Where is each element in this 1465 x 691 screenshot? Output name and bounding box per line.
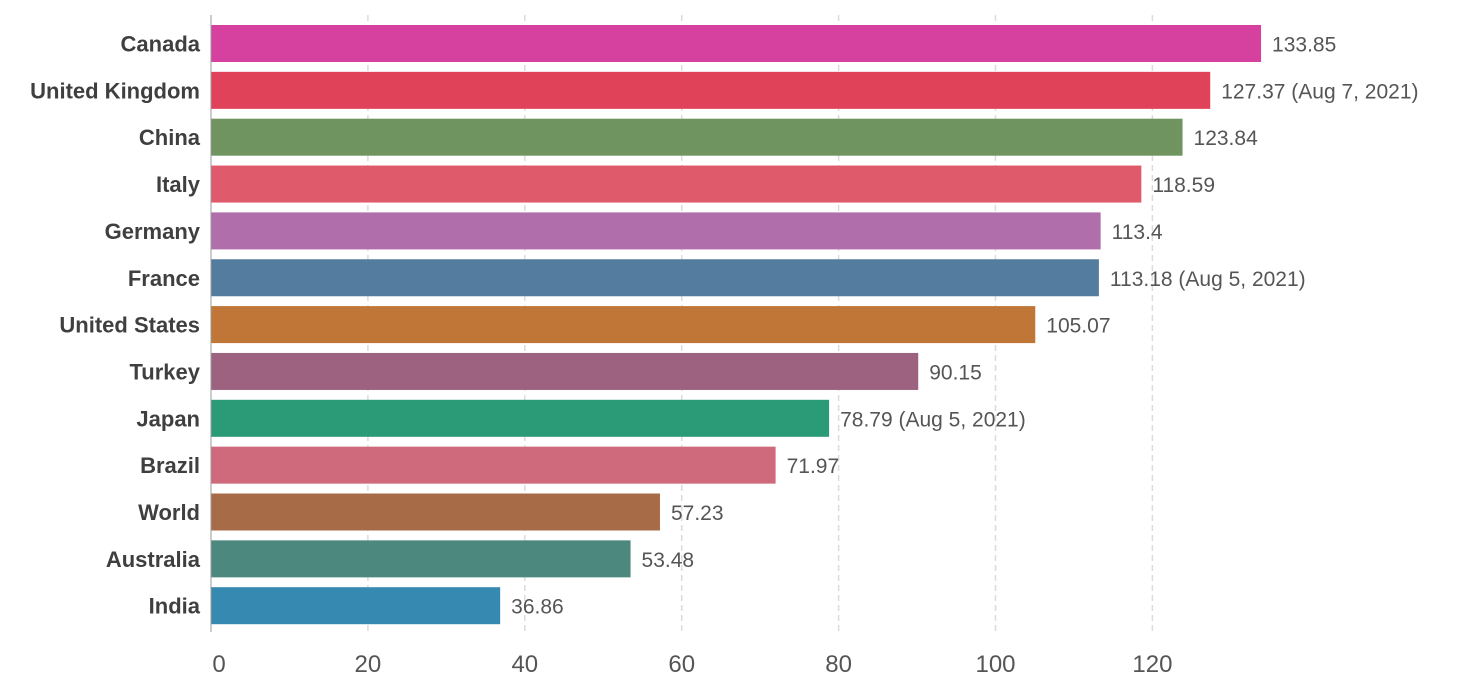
x-tick-100: 100 [975, 651, 1015, 678]
value-label-france: 113.18 (Aug 5, 2021) [1110, 268, 1306, 291]
value-label-turkey: 90.15 [929, 361, 982, 384]
bar-united-kingdom [211, 71, 1211, 109]
value-label-canada: 133.85 [1272, 34, 1336, 57]
category-label-world: World [138, 500, 200, 525]
x-tick-120: 120 [1132, 651, 1172, 678]
x-tick-80: 80 [825, 651, 852, 678]
category-label-india: India [149, 594, 201, 619]
value-label-brazil: 71.97 [787, 455, 840, 478]
value-label-united-states: 105.07 [1046, 315, 1110, 338]
category-label-japan: Japan [136, 406, 200, 431]
category-label-brazil: Brazil [140, 453, 200, 478]
category-label-china: China [139, 125, 201, 150]
category-label-canada: Canada [121, 32, 201, 57]
bar-china [211, 118, 1183, 156]
bar-world [211, 493, 660, 531]
value-label-world: 57.23 [671, 502, 724, 525]
category-label-italy: Italy [156, 172, 201, 197]
value-label-australia: 53.48 [642, 549, 695, 572]
x-tick-40: 40 [511, 651, 538, 678]
x-tick-0: 0 [212, 651, 225, 678]
bar-france [211, 259, 1099, 297]
labels: Canada 133.85 United Kingdom 127.37 (Aug 7,… [30, 32, 1418, 619]
value-label-italy: 118.59 [1152, 174, 1215, 197]
bar-turkey [211, 352, 919, 390]
value-label-united-kingdom: 127.37 (Aug 7, 2021) [1221, 80, 1418, 103]
value-label-japan: 78.79 (Aug 5, 2021) [840, 408, 1026, 431]
bar-canada [211, 25, 1262, 62]
bar-india [211, 587, 501, 625]
value-label-germany: 113.4 [1112, 221, 1163, 244]
category-label-germany: Germany [105, 219, 201, 244]
value-label-china: 123.84 [1194, 127, 1259, 150]
bars [211, 25, 1262, 625]
bar-italy [211, 165, 1142, 203]
category-label-australia: Australia [106, 547, 201, 572]
x-axis-ticks: 0 20 40 60 80 100 120 [212, 651, 1172, 678]
bar-germany [211, 212, 1101, 250]
x-tick-60: 60 [668, 651, 695, 678]
category-label-united-kingdom: United Kingdom [30, 78, 200, 103]
bar-brazil [211, 446, 776, 484]
bar-united-states [211, 306, 1036, 344]
bar-japan [211, 399, 830, 437]
x-tick-20: 20 [355, 651, 382, 678]
category-label-turkey: Turkey [129, 359, 200, 384]
value-label-india: 36.86 [511, 596, 564, 619]
category-label-france: France [128, 266, 200, 291]
category-label-united-states: United States [59, 313, 200, 338]
bar-australia [211, 540, 631, 578]
